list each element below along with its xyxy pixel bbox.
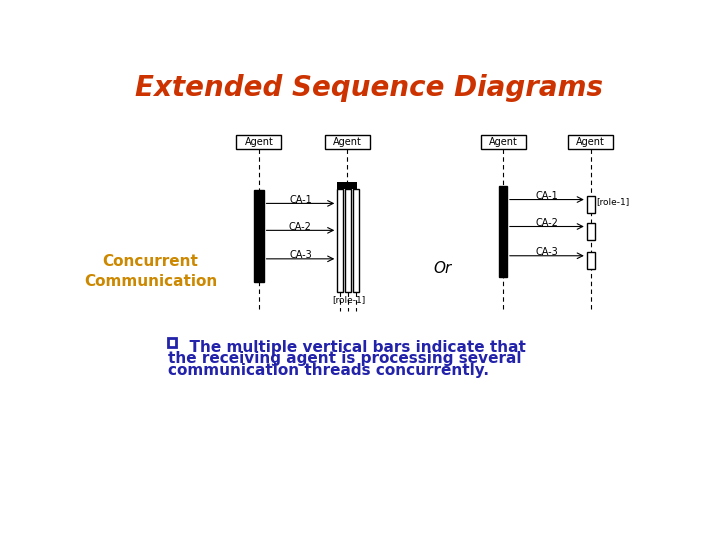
Text: Or: Or	[433, 261, 451, 276]
Text: communication threads concurrently.: communication threads concurrently.	[168, 363, 488, 378]
Text: Concurrent
Communication: Concurrent Communication	[84, 254, 217, 288]
Text: Agent: Agent	[245, 137, 274, 147]
Text: Extended Sequence Diagrams: Extended Sequence Diagrams	[135, 74, 603, 102]
Text: CA-3: CA-3	[536, 247, 558, 257]
Bar	[168, 338, 176, 347]
Text: CA-2: CA-2	[289, 221, 312, 232]
Text: CA-2: CA-2	[536, 218, 558, 228]
Text: CA-1: CA-1	[289, 194, 312, 205]
Bar	[236, 135, 282, 148]
Bar	[345, 189, 351, 292]
Text: Agent: Agent	[489, 137, 518, 147]
Bar	[499, 186, 507, 278]
Bar	[337, 182, 357, 189]
Text: Agent: Agent	[333, 137, 361, 147]
Text: Agent: Agent	[576, 137, 605, 147]
Bar	[254, 190, 264, 282]
Bar	[568, 135, 613, 148]
Bar	[325, 135, 370, 148]
Bar	[337, 189, 343, 292]
Text: the receiving agent is processing several: the receiving agent is processing severa…	[168, 351, 521, 366]
Text: CA-3: CA-3	[289, 250, 312, 260]
Text: The multiple vertical bars indicate that: The multiple vertical bars indicate that	[179, 340, 526, 355]
Bar	[587, 195, 595, 213]
Bar	[587, 252, 595, 269]
Bar	[353, 189, 359, 292]
Text: [role-1]: [role-1]	[596, 197, 629, 206]
Text: CA-1: CA-1	[536, 191, 558, 201]
Bar	[587, 222, 595, 240]
Text: [role-1]: [role-1]	[332, 295, 366, 304]
Bar	[481, 135, 526, 148]
